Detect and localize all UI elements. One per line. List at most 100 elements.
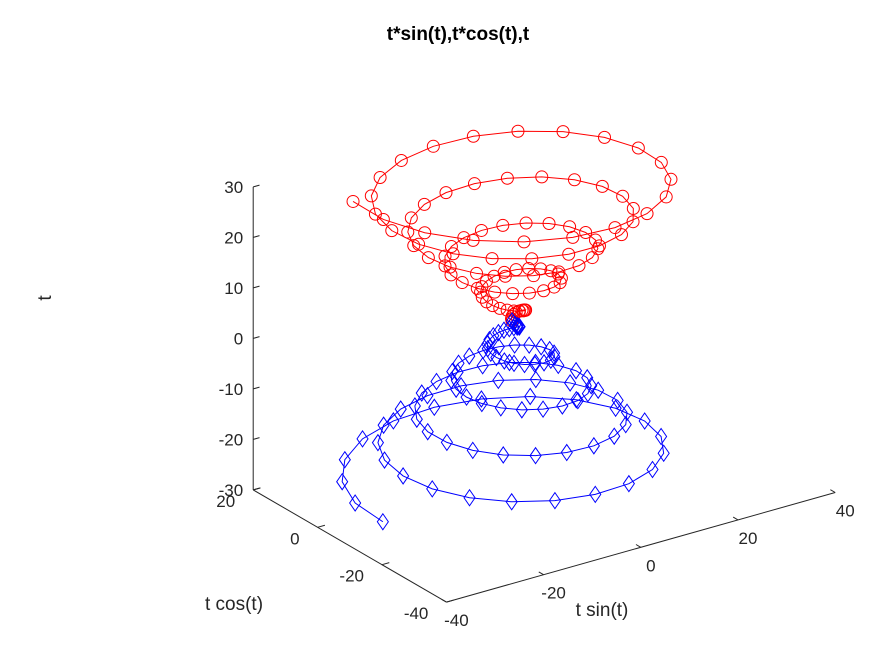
- data-point-circle: [466, 129, 480, 143]
- data-point-circle: [457, 231, 471, 245]
- data-point-diamond: [646, 460, 659, 479]
- data-point-diamond: [657, 444, 670, 463]
- data-point-circle: [496, 218, 510, 232]
- data-point-diamond: [589, 485, 602, 504]
- data-point-diamond: [529, 353, 542, 372]
- data-point-circle: [566, 230, 580, 244]
- chart-title: t*sin(t),t*cos(t),t: [387, 24, 530, 45]
- data-point-diamond: [544, 351, 557, 370]
- data-point-circle: [554, 271, 568, 285]
- series-negative-t: [336, 312, 670, 531]
- data-point-circle: [488, 285, 502, 299]
- data-point-circle: [474, 285, 488, 299]
- data-point-circle: [567, 173, 581, 187]
- data-point-circle: [519, 216, 533, 230]
- data-point-circle: [474, 223, 488, 237]
- data-point-circle: [585, 251, 599, 265]
- data-point-circle: [438, 249, 452, 263]
- y-tick-label: -40: [404, 604, 429, 623]
- data-point-circle: [542, 217, 556, 231]
- data-point-circle: [385, 224, 399, 238]
- data-point-diamond: [440, 433, 453, 452]
- data-point-diamond: [503, 353, 516, 372]
- data-point-diamond: [608, 427, 621, 446]
- data-point-diamond: [511, 318, 524, 337]
- data-point-diamond: [494, 399, 507, 417]
- axis-labels: t t cos(t) t sin(t): [35, 295, 628, 621]
- z-tick: [253, 386, 260, 390]
- data-point-circle: [511, 124, 525, 138]
- data-point-diamond: [376, 512, 389, 531]
- z-tick-label: 30: [224, 178, 243, 197]
- data-point-diamond: [564, 374, 577, 392]
- data-point-diamond: [476, 356, 489, 375]
- data-point-circle: [556, 125, 570, 139]
- data-point-diamond: [592, 381, 605, 400]
- data-point-diamond: [513, 318, 526, 336]
- data-point-diamond: [529, 370, 542, 389]
- data-point-diamond: [356, 429, 369, 448]
- data-point-diamond: [503, 319, 516, 338]
- data-point-diamond: [581, 368, 594, 387]
- data-point-circle: [626, 215, 640, 229]
- data-point-circle: [640, 207, 654, 221]
- data-point-circle: [421, 251, 435, 265]
- data-point-diamond: [581, 384, 594, 403]
- z-tick: [253, 336, 260, 339]
- data-point-circle: [516, 304, 530, 318]
- data-point-diamond: [556, 397, 569, 415]
- series-positive-t: [346, 124, 678, 328]
- data-point-diamond: [498, 352, 511, 370]
- data-point-circle: [439, 186, 453, 200]
- data-point-diamond: [507, 318, 520, 337]
- data-series: [336, 124, 678, 531]
- data-point-circle: [552, 265, 566, 279]
- data-point-diamond: [460, 388, 473, 407]
- data-point-circle: [426, 139, 440, 153]
- data-point-circle: [401, 225, 415, 239]
- data-point-circle: [446, 247, 460, 261]
- data-point-circle: [562, 247, 576, 261]
- y-axis-line: [252, 489, 447, 603]
- data-point-circle: [597, 130, 611, 144]
- y-tick: [446, 599, 454, 603]
- data-point-circle: [444, 268, 458, 282]
- data-point-circle: [534, 262, 548, 276]
- data-point-circle: [486, 299, 500, 313]
- data-point-circle: [493, 301, 507, 315]
- data-point-diamond: [451, 363, 464, 382]
- data-point-diamond: [523, 336, 536, 354]
- data-point-circle: [467, 177, 481, 191]
- data-point-circle: [455, 276, 469, 290]
- y-axis-label: t cos(t): [205, 594, 263, 615]
- series-line: [341, 320, 665, 523]
- data-point-circle: [535, 170, 549, 184]
- data-point-diamond: [548, 491, 562, 510]
- y-tick-label: 20: [216, 492, 235, 511]
- data-point-diamond: [507, 354, 521, 373]
- data-point-circle: [485, 252, 499, 266]
- data-point-diamond: [466, 441, 479, 460]
- data-point-circle: [412, 237, 426, 251]
- data-point-diamond: [377, 416, 390, 435]
- data-point-circle: [631, 141, 645, 155]
- data-point-diamond: [492, 337, 505, 356]
- data-point-diamond: [452, 354, 465, 373]
- x-tick-label: -40: [444, 611, 469, 630]
- data-point-diamond: [619, 415, 632, 434]
- data-point-diamond: [654, 427, 668, 446]
- data-point-circle: [506, 287, 520, 301]
- series-line: [352, 130, 672, 322]
- data-point-circle: [525, 252, 539, 266]
- data-point-diamond: [475, 390, 488, 408]
- x-tick: [538, 571, 544, 576]
- data-point-diamond: [622, 474, 635, 493]
- data-point-diamond: [518, 355, 531, 374]
- data-point-diamond: [421, 386, 434, 405]
- data-point-diamond: [349, 494, 362, 512]
- z-tick-label: 0: [234, 329, 243, 348]
- data-point-circle: [517, 235, 531, 249]
- data-point-diamond: [620, 403, 634, 422]
- x-tick-label: 40: [836, 502, 855, 521]
- data-point-circle: [443, 260, 457, 274]
